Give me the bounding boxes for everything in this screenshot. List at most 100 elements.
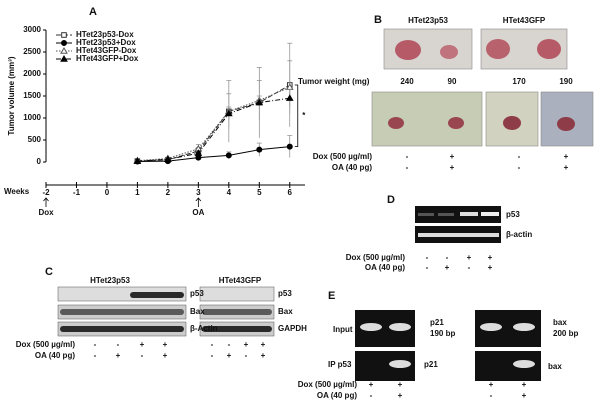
significance-bracket [294,84,299,147]
tumor-weight: 90 [448,77,457,86]
band-label: p21 [424,360,438,369]
treatment-sign: - [426,253,429,262]
treatment-sign: + [116,351,121,360]
legend-label: HTet43GFP+Dox [76,54,139,63]
weight-label: Tumor weight (mg) [298,77,370,86]
series-line [137,97,290,162]
band-label: bax [553,318,567,327]
annotation-arrow [43,197,49,207]
band-label: p53 [506,210,520,219]
band [202,309,272,315]
band [360,323,382,331]
band [60,309,184,315]
group-label: HTet23p53 [90,276,130,285]
tumor [537,39,561,59]
band [130,292,184,298]
tumor-photos [371,28,594,147]
band-label: 190 bp [430,329,455,338]
gel [355,310,541,381]
annotation-arrow [195,197,202,207]
treatment-sign: + [488,263,493,272]
treatment-label: OA (40 pg) [332,163,372,172]
y-tick-label: 2000 [23,69,41,78]
tumor [440,45,458,59]
treatment-sign: + [488,253,493,262]
band [60,326,184,332]
treatment-sign: + [261,340,266,349]
treatment-label: Dox (500 µg/ml) [346,253,406,262]
marker [60,46,68,54]
band [418,233,499,237]
treatment-sign: - [518,163,521,172]
band-label: 200 bp [553,329,578,338]
y-axis-label: Tumor volume (mm³) [7,56,16,135]
panel-label: C [45,266,53,278]
marker [164,155,172,163]
treatment-sign: - [490,391,493,400]
band [513,323,535,331]
series-line [137,86,290,162]
treatment-sign: - [370,391,373,400]
row-label: Input [333,325,353,334]
treatment-label: OA (40 pg) [35,351,75,360]
x-tick-label: 1 [135,188,140,197]
tumor-weight: 240 [400,77,414,86]
tumor [395,40,421,60]
x-tick-label: -1 [73,188,81,197]
treatment-sign: + [398,391,403,400]
group-label: HTet43GFP [219,276,262,285]
treatment-sign: + [489,380,494,389]
treatment-sign: + [564,152,569,161]
treatment-sign: - [228,340,231,349]
tumor [486,39,510,59]
marker [225,152,232,159]
marker [256,146,263,153]
x-tick-label: 4 [227,188,232,197]
tumor [448,117,464,129]
series-line [137,146,290,163]
treatment-sign: + [163,340,168,349]
band-label: p21 [430,318,444,327]
treatment-sign: + [261,351,266,360]
treatment-sign: - [117,340,120,349]
band-label: bax [548,362,562,371]
treatment-label: OA (40 pg) [365,263,405,272]
legend-label: HTet43GFP-Dox [76,46,137,55]
marker [60,54,68,62]
treatment-sign: + [522,380,527,389]
treatment-sign: + [140,340,145,349]
treatment-sign: - [468,263,471,272]
band [480,323,502,331]
treatment-sign: + [163,351,168,360]
treatment-sign: - [406,152,409,161]
treatment-label: Dox (500 µg/ml) [298,380,358,389]
y-tick-label: 1500 [23,91,41,100]
treatment-sign: - [94,340,97,349]
treatment-sign: - [518,152,521,161]
x-tick-label: -2 [42,188,50,197]
treatment-sign: - [426,263,429,272]
marker [194,149,203,156]
western-blots [57,286,275,337]
treatment-label: Dox (500 µg/ml) [16,340,76,349]
band-label: GAPDH [278,324,307,333]
x-tick-label: 5 [257,188,262,197]
treatment-sign: + [450,152,455,161]
group-label: HTet23p53 [408,16,448,25]
treatment-sign: - [245,351,248,360]
annotation-label: Dox [38,208,54,217]
tumor-weight: 190 [559,77,573,86]
band-label: p53 [190,289,204,298]
marker [285,94,294,101]
band [202,326,272,332]
x-tick-label: 3 [196,188,201,197]
row-label: IP p53 [328,360,352,369]
band-label: Bax [278,307,293,316]
panel-label: E [328,290,335,302]
tumor-weight: 170 [512,77,526,86]
marker [61,40,67,46]
panel-label: D [387,194,395,206]
annotation-label: OA [192,208,204,217]
treatment-sign: - [141,351,144,360]
